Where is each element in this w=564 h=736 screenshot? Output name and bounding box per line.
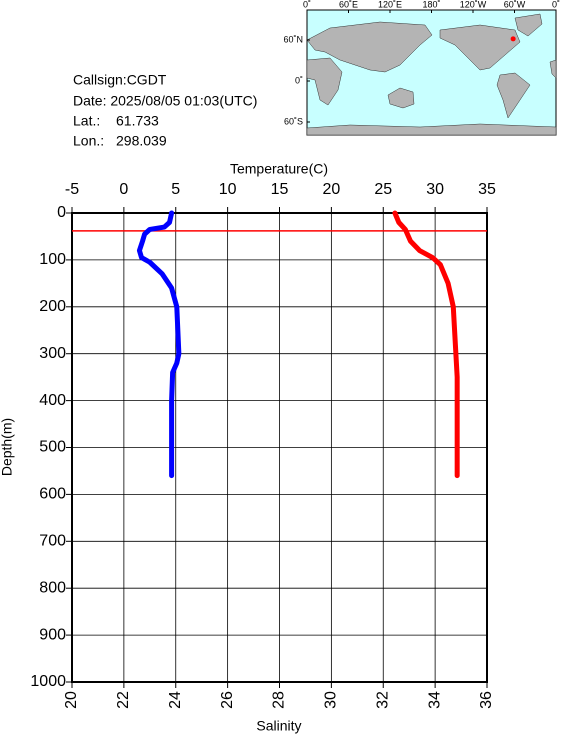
- x-tick-label: 35: [478, 181, 496, 198]
- land: [306, 123, 557, 136]
- map-lon-label: 60˚E: [339, 0, 358, 9]
- x2-axis-title: Salinity: [256, 718, 301, 734]
- x-tick-label: 5: [171, 181, 180, 198]
- map-lon-label: 120˚W: [460, 0, 487, 9]
- x-tick-label: 30: [426, 181, 444, 198]
- profile-line: [392, 210, 460, 479]
- map-lon-label: 180˚: [422, 0, 440, 9]
- y-tick-label: 900: [39, 626, 66, 643]
- land: [306, 57, 343, 106]
- x2-tick-label: 20: [63, 691, 80, 709]
- x-tick-label: 15: [271, 181, 289, 198]
- x-tick-label: 25: [374, 181, 392, 198]
- x2-tick-label: 24: [167, 691, 184, 709]
- lon-label: Lon.:: [73, 133, 104, 149]
- map-lon-label: 0˚: [303, 0, 311, 9]
- callsign: Callsign:CGDT: [73, 72, 167, 88]
- y-tick-label: 600: [39, 486, 66, 503]
- y-axis-title: Depth(m): [0, 418, 15, 476]
- lon: 298.039: [116, 133, 167, 149]
- x2-tick-label: 30: [323, 691, 340, 709]
- x2-tick-label: 22: [115, 691, 132, 709]
- map-lat-label: 60˚N: [283, 34, 303, 44]
- date: Date: 2025/08/05 01:03(UTC): [73, 93, 257, 109]
- map: [306, 9, 557, 136]
- x2-tick-label: 26: [219, 691, 236, 709]
- x2-tick-label: 28: [271, 691, 288, 709]
- x-axis-title: Temperature(C): [230, 161, 328, 177]
- y-tick-label: 200: [39, 298, 66, 315]
- map-lon-label: 60˚W: [504, 0, 526, 9]
- lat: 61.733: [116, 113, 159, 129]
- x-tick-label: 10: [219, 181, 237, 198]
- y-tick-label: 300: [39, 345, 66, 362]
- map-location: [510, 36, 516, 42]
- map-lon-label: 0˚: [552, 0, 560, 9]
- x-tick-label: 20: [322, 181, 340, 198]
- lat-label: Lat.:: [73, 113, 100, 129]
- y-tick-label: 1000: [30, 673, 66, 690]
- map-lat-label: 60˚S: [284, 116, 303, 126]
- land: [496, 72, 531, 119]
- map-lon-label: 120˚E: [378, 0, 402, 9]
- profile-line: [136, 210, 182, 479]
- y-tick-label: 500: [39, 439, 66, 456]
- land: [439, 24, 521, 71]
- x-tick-label: -5: [65, 181, 79, 198]
- x2-tick-label: 34: [426, 691, 443, 709]
- land: [387, 87, 415, 109]
- y-tick-label: 700: [39, 533, 66, 550]
- x-tick-label: 0: [119, 181, 128, 198]
- y-tick-label: 800: [39, 579, 66, 596]
- x2-tick-label: 36: [478, 691, 495, 709]
- y-tick-label: 0: [57, 204, 66, 221]
- x2-tick-label: 32: [374, 691, 391, 709]
- map-lat-label: 0˚: [295, 75, 303, 85]
- land: [514, 13, 543, 37]
- y-tick-label: 100: [39, 251, 66, 268]
- plot-frame: [71, 212, 488, 683]
- y-tick-label: 400: [39, 392, 66, 409]
- land: [549, 59, 557, 79]
- land: [306, 21, 433, 73]
